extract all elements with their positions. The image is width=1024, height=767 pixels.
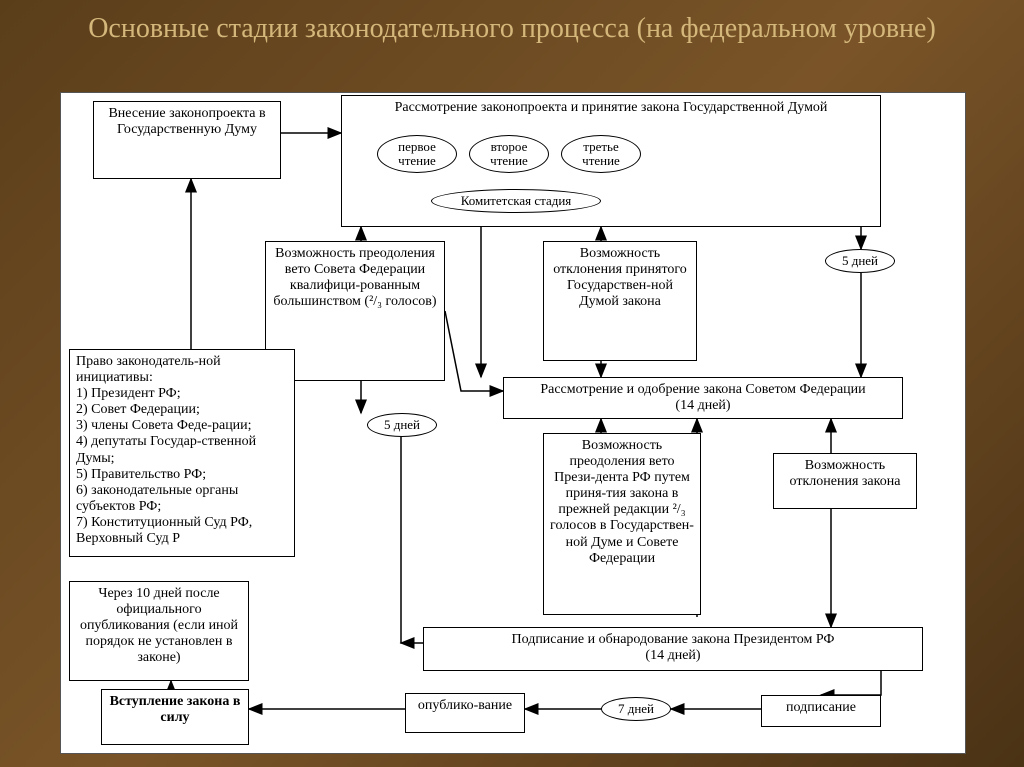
pill-p_second: второе чтение — [469, 135, 549, 173]
pill-p_first: первое чтение — [377, 135, 457, 173]
box-b4: Возможность отклонения принятого Государ… — [543, 241, 697, 361]
pill-p_5days_b: 5 дней — [367, 413, 437, 437]
box-b1: Внесение законопроекта в Государственную… — [93, 101, 281, 179]
arrow-15 — [401, 437, 423, 643]
box-b11: Вступление закона в силу — [101, 689, 249, 745]
pill-p_7days: 7 дней — [601, 697, 671, 721]
pill-p_third: третье чтение — [561, 135, 641, 173]
box-b13: подписание — [761, 695, 881, 727]
box-b5: Право законодатель-ной инициативы: 1) Пр… — [69, 349, 295, 557]
arrow-20 — [821, 671, 881, 695]
box-b9: Через 10 дней после официального опублик… — [69, 581, 249, 681]
box-b12: опублико-вание — [405, 693, 525, 733]
box-b8: Возможность отклонения закона — [773, 453, 917, 509]
pill-p_committee: Комитетская стадия — [431, 189, 601, 213]
box-b6: Рассмотрение и одобрение закона Советом … — [503, 377, 903, 419]
flow-diagram: Внесение законопроекта в Государственную… — [60, 92, 966, 754]
box-b10: Подписание и обнародование закона Презид… — [423, 627, 923, 671]
box-b7: Возможность преодоления вето Прези-дента… — [543, 433, 701, 615]
arrow-13 — [445, 311, 503, 391]
slide-title: Основные стадии законодательного процесс… — [0, 0, 1024, 54]
pill-p_5days_a: 5 дней — [825, 249, 895, 273]
